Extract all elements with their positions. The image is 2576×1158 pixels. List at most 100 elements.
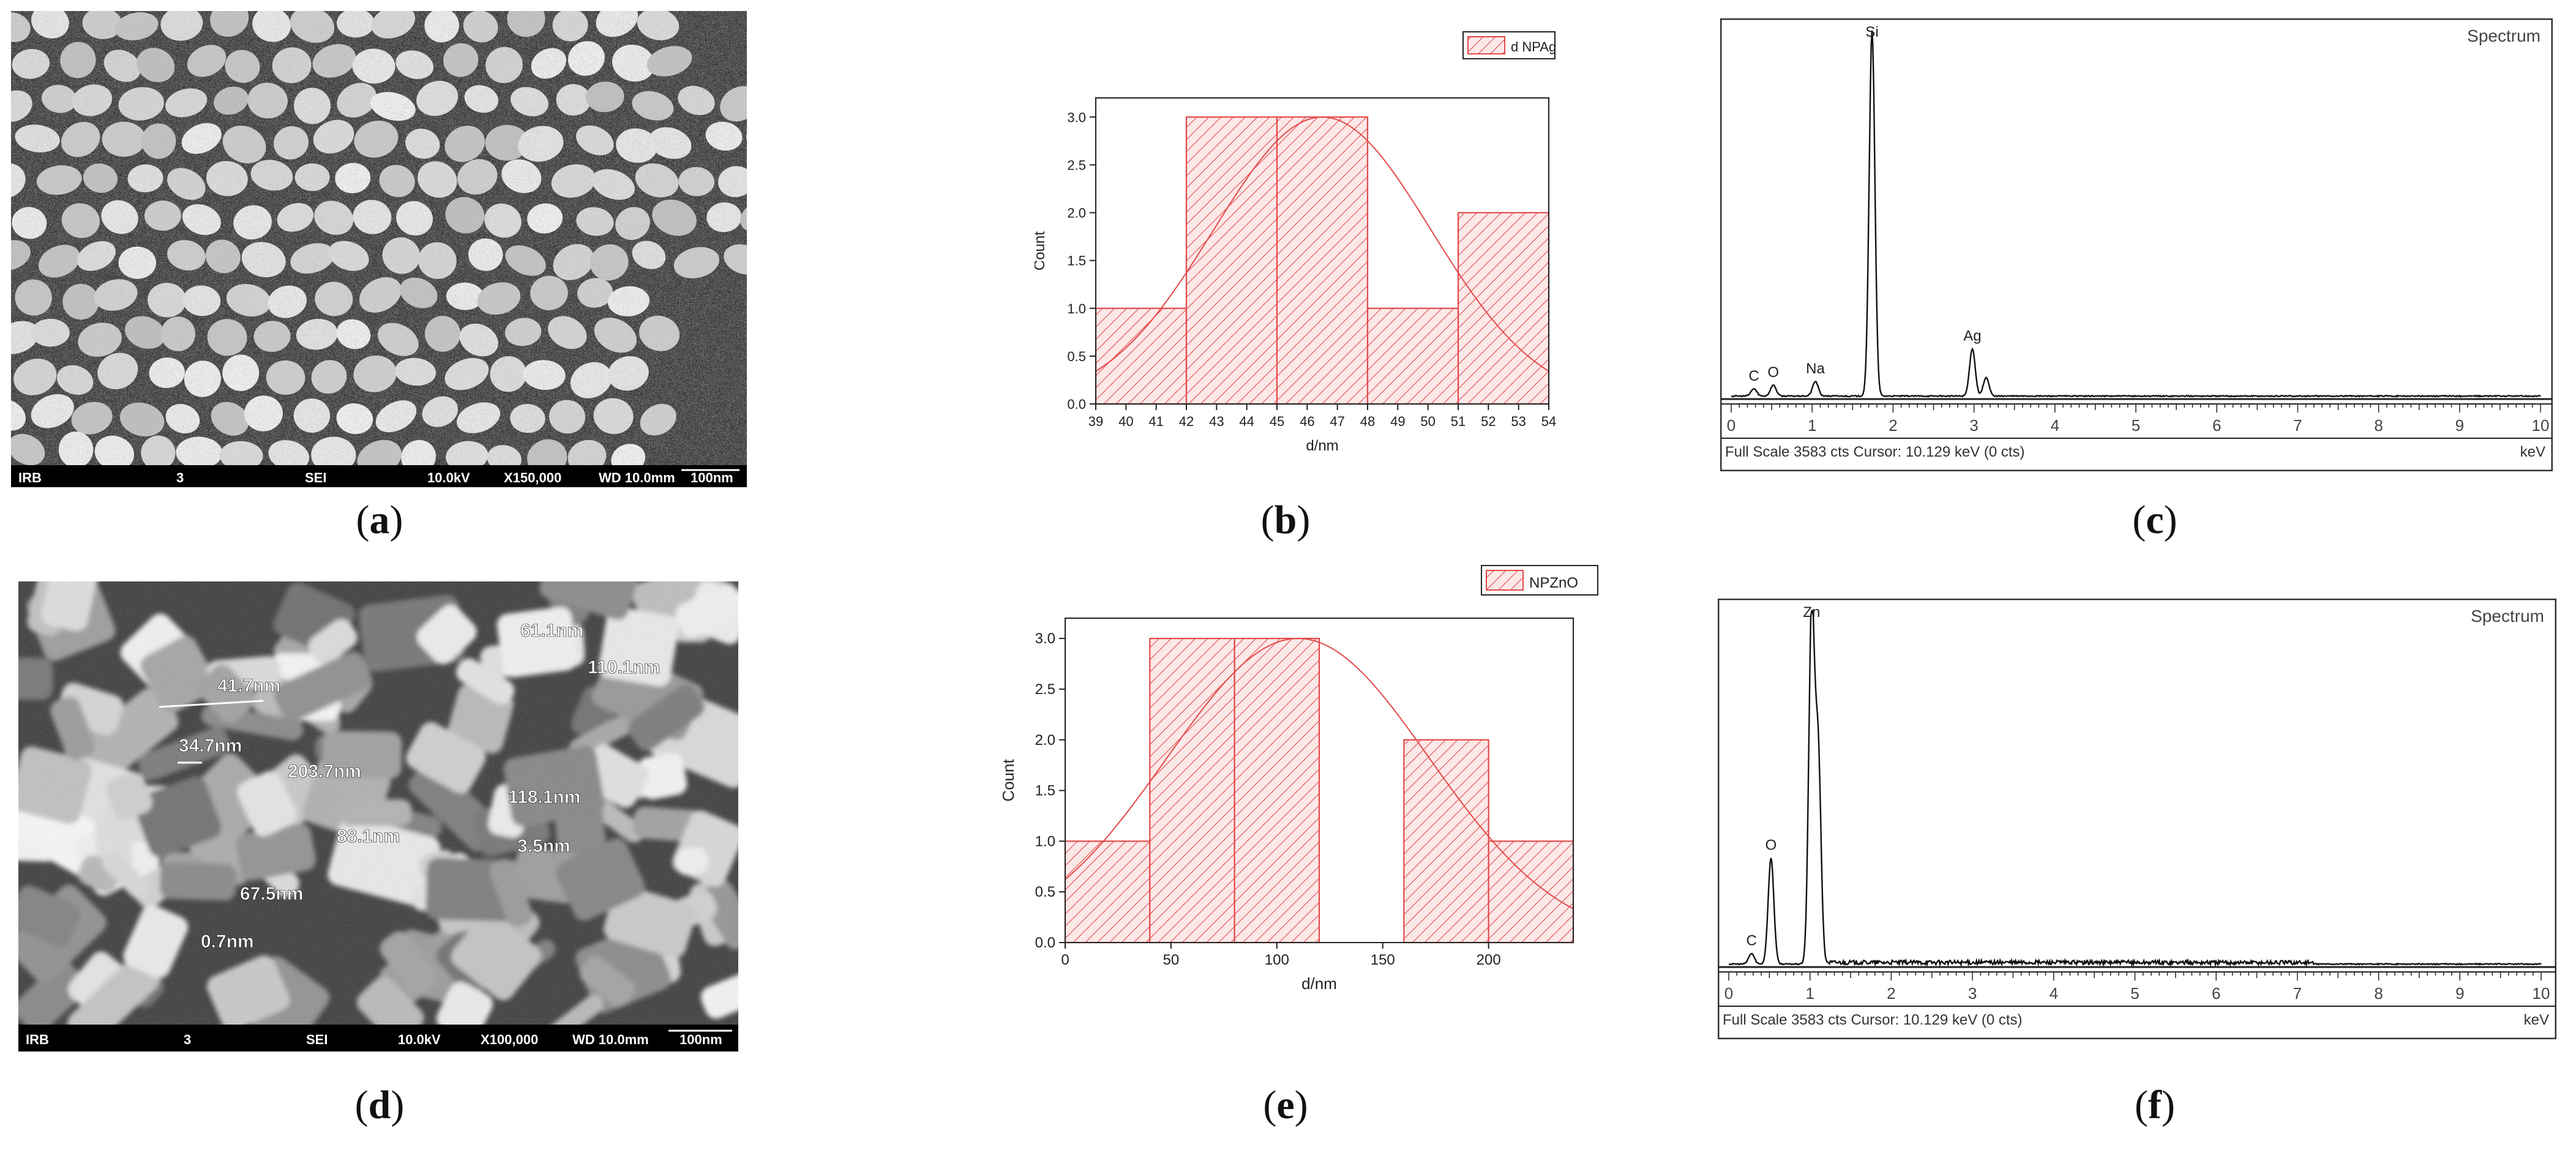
x-tick-label: 6	[2212, 984, 2220, 1003]
y-tick-label: 0.0	[1067, 397, 1086, 412]
x-tick-label: 2	[1889, 416, 1897, 435]
histogram-bar	[1185, 116, 1278, 405]
measurement-label: 41.7nm	[217, 676, 280, 696]
x-axis-label: keV	[2520, 444, 2545, 460]
measurement-line	[159, 700, 264, 708]
x-tick-label: 44	[1239, 414, 1254, 429]
x-tick-label: 9	[2455, 416, 2464, 435]
caption-d: (d)	[288, 1082, 471, 1129]
peak-label: O	[1765, 837, 1777, 854]
y-tick-label: 3.0	[1035, 630, 1055, 647]
x-tick-label: 4	[2050, 984, 2058, 1003]
x-tick-label: 42	[1179, 414, 1194, 429]
y-axis-label: Count	[999, 759, 1017, 802]
x-tick-label: 47	[1330, 414, 1344, 429]
caption-c-close: )	[2163, 498, 2177, 542]
sem-info-4: X150,000	[504, 470, 561, 485]
x-tick-label: 7	[2293, 984, 2302, 1003]
peak-label: Zn	[1803, 604, 1820, 621]
x-tick-label: 0	[1061, 952, 1069, 968]
sem-info-1: 3	[184, 1032, 191, 1047]
y-tick-label: 0.5	[1035, 884, 1055, 900]
histogram-bar	[1095, 307, 1188, 405]
peak-label: C	[1748, 368, 1759, 384]
legend-label: d NPAg	[1511, 39, 1556, 54]
measurement-label: 34.7nm	[179, 736, 242, 756]
x-tick-label: 9	[2455, 984, 2464, 1003]
sem-info-3: 10.0kV	[398, 1032, 441, 1047]
x-tick-label: 48	[1360, 414, 1375, 429]
caption-a: (a)	[288, 497, 471, 544]
x-tick-label: 49	[1390, 414, 1405, 429]
sem-image-a: IRB 3 SEI 10.0kV X150,000 WD 10.0mm 100nm	[0, 0, 785, 487]
measurement-label: 61.1nm	[520, 621, 583, 641]
sem-info-2: SEI	[306, 1032, 328, 1047]
x-tick-label: 40	[1118, 414, 1133, 429]
x-tick-label: 54	[1541, 414, 1556, 429]
sem-image-a-svg: IRB 3 SEI 10.0kV X150,000 WD 10.0mm 100nm	[0, 0, 785, 487]
x-tick-label: 1	[1805, 984, 1814, 1003]
x-tick-label: 43	[1209, 414, 1224, 429]
histogram-bar	[1064, 840, 1151, 944]
x-tick-label: 10	[2532, 416, 2550, 435]
x-axis-label: keV	[2524, 1012, 2549, 1028]
sem-info-5: WD 10.0mm	[572, 1032, 649, 1047]
caption-f-close: )	[2161, 1083, 2175, 1127]
sem-info-0: IRB	[26, 1032, 49, 1047]
measurement-label: 88.1nm	[337, 826, 400, 846]
x-tick-label: 150	[1371, 952, 1395, 968]
x-tick-label: 6	[2212, 416, 2221, 435]
y-tick-label: 2.0	[1035, 732, 1055, 749]
y-tick-label: 1.5	[1067, 253, 1086, 269]
sem-info-1: 3	[176, 470, 184, 485]
eds-spectrum-c-svg: Spectrum 0 1 2 3 4 5 6 7 8 9 10 Full Scale 3583 cts …	[1720, 18, 2553, 472]
measurement-label: 3.5nm	[517, 836, 571, 856]
peak-label: O	[1767, 364, 1779, 381]
caption-b-letter: b	[1274, 498, 1297, 542]
histogram-bar	[1366, 307, 1459, 405]
plot-frame	[1095, 97, 1549, 405]
legend-label: NPZnO	[1529, 575, 1578, 591]
eds-spectrum-f-svg: Spectrum 0 1 2 3 4 5 6 7 8 9 10 Full Scale 3583 cts …	[1717, 598, 2557, 1040]
x-tick-label: 3	[1968, 984, 1977, 1003]
normal-fit-curve	[1095, 116, 1549, 372]
caption-b-close: )	[1297, 498, 1311, 542]
y-tick-label: 2.5	[1067, 157, 1086, 173]
x-tick-label: 4	[2051, 416, 2059, 435]
x-tick-label: 45	[1270, 414, 1284, 429]
x-axis-label: d/nm	[1301, 974, 1337, 993]
caption-c: (c)	[2063, 497, 2247, 544]
measurement-label: 110.1nm	[588, 657, 660, 678]
sem-info-6: 100nm	[691, 470, 733, 485]
measurement-label: 0.7nm	[201, 932, 254, 952]
x-tick-label: 53	[1511, 414, 1526, 429]
spectrum-title: Spectrum	[2471, 607, 2544, 626]
x-tick-label: 50	[1420, 414, 1435, 429]
y-tick-label: 0.0	[1035, 935, 1055, 951]
caption-c-letter: c	[2146, 498, 2164, 542]
histogram-b-svg: 39 40 41 42 43 44 45 46 47 48 49 50 51 52 53 54 0.0 0.5 1.…	[1032, 31, 1556, 454]
caption-a-open: (	[356, 498, 370, 542]
sem-info-3: 10.0kV	[427, 470, 470, 485]
x-tick-label: 0	[1724, 984, 1733, 1003]
caption-b-open: (	[1260, 498, 1275, 542]
x-tick-label: 41	[1148, 414, 1163, 429]
y-tick-label: 2.0	[1067, 206, 1086, 221]
histogram-bar	[1234, 638, 1320, 944]
spectrum-footer: Full Scale 3583 cts Cursor: 10.129 keV (…	[1725, 444, 2025, 460]
peak-label: Si	[1865, 24, 1878, 40]
spectrum-frame	[1720, 18, 2553, 472]
x-tick-label: 2	[1887, 984, 1895, 1003]
caption-a-close: )	[389, 498, 403, 542]
x-tick-label: 5	[2130, 984, 2139, 1003]
caption-e-open: (	[1263, 1083, 1277, 1127]
y-tick-label: 0.5	[1067, 349, 1086, 364]
caption-a-letter: a	[369, 498, 390, 542]
spectrum-frame	[1717, 598, 2557, 1040]
spectrum-trace	[1731, 30, 2541, 398]
caption-d-letter: d	[368, 1083, 391, 1127]
histogram-b: 39 40 41 42 43 44 45 46 47 48 49 50 51 52 53 54 0.0 0.5 1.…	[1032, 12, 1561, 465]
eds-spectrum-c: Spectrum 0 1 2 3 4 5 6 7 8 9 10 Full Scale 3583 cts …	[1720, 18, 2553, 472]
spectrum-trace	[1728, 610, 2542, 968]
